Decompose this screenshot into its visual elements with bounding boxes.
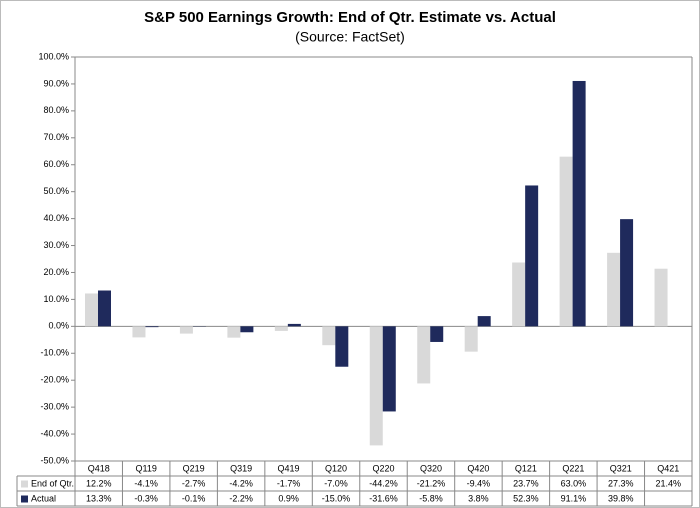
legend-key xyxy=(21,480,28,488)
y-tick-label: 10.0% xyxy=(43,294,69,304)
bar xyxy=(132,326,146,338)
table-value: -2.7% xyxy=(182,478,206,488)
bar xyxy=(240,326,254,333)
bar xyxy=(417,326,431,384)
table-value: 52.3% xyxy=(513,493,539,503)
table-value: -15.0% xyxy=(322,493,351,503)
x-tick-label: Q121 xyxy=(515,463,537,473)
x-tick-label: Q220 xyxy=(372,463,394,473)
bar xyxy=(525,185,539,327)
y-tick-label: 30.0% xyxy=(43,240,69,250)
y-tick-label: 80.0% xyxy=(43,105,69,115)
table-value: -1.7% xyxy=(277,478,301,488)
bar xyxy=(274,326,288,331)
table-value: -4.1% xyxy=(134,478,158,488)
y-tick-label: 60.0% xyxy=(43,159,69,169)
y-tick-label: 0.0% xyxy=(48,321,69,331)
x-tick-label: Q319 xyxy=(230,463,252,473)
y-tick-label: 70.0% xyxy=(43,132,69,142)
y-tick-label: 50.0% xyxy=(43,186,69,196)
y-tick-label: -20.0% xyxy=(40,375,69,385)
chart-title: S&P 500 Earnings Growth: End of Qtr. Est… xyxy=(144,9,556,26)
table-value: 0.9% xyxy=(278,493,299,503)
legend-label: Actual xyxy=(31,493,56,503)
y-tick-label: -50.0% xyxy=(40,455,69,465)
x-tick-label: Q221 xyxy=(562,463,584,473)
bar xyxy=(654,268,668,327)
bar xyxy=(430,326,444,342)
y-tick-label: 100.0% xyxy=(38,51,69,61)
y-tick-label: -40.0% xyxy=(40,428,69,438)
table-value: 21.4% xyxy=(656,478,682,488)
bar xyxy=(227,326,241,338)
bar xyxy=(179,326,193,334)
x-tick-label: Q219 xyxy=(183,463,205,473)
bar xyxy=(322,326,336,346)
table-value: -2.2% xyxy=(229,493,253,503)
bar xyxy=(572,80,586,327)
x-tick-label: Q421 xyxy=(657,463,679,473)
x-tick-label: Q321 xyxy=(610,463,632,473)
table-value: -0.3% xyxy=(134,493,158,503)
y-tick-label: 90.0% xyxy=(43,78,69,88)
table-value: 39.8% xyxy=(608,493,634,503)
x-tick-label: Q320 xyxy=(420,463,442,473)
table-value: 3.8% xyxy=(468,493,489,503)
y-tick-label: 40.0% xyxy=(43,213,69,223)
bar xyxy=(335,326,349,367)
bar xyxy=(382,326,396,412)
x-tick-label: Q120 xyxy=(325,463,347,473)
bar xyxy=(512,262,526,327)
x-tick-label: Q419 xyxy=(278,463,300,473)
table-value: -21.2% xyxy=(417,478,446,488)
y-tick-label: 20.0% xyxy=(43,267,69,277)
bar xyxy=(464,326,478,352)
bar xyxy=(620,219,634,327)
table-value: 13.3% xyxy=(86,493,112,503)
table-value: -0.1% xyxy=(182,493,206,503)
x-tick-label: Q420 xyxy=(467,463,489,473)
table-value: 27.3% xyxy=(608,478,634,488)
x-tick-label: Q119 xyxy=(136,463,157,473)
legend-key xyxy=(21,495,28,503)
table-value: -7.0% xyxy=(324,478,348,488)
table-value: 23.7% xyxy=(513,478,539,488)
y-tick-label: -10.0% xyxy=(40,348,69,358)
table-value: -9.4% xyxy=(467,478,491,488)
table-value: -44.2% xyxy=(369,478,398,488)
bar xyxy=(607,252,621,327)
table-value: 12.2% xyxy=(86,478,112,488)
table-value: -5.8% xyxy=(419,493,443,503)
bar xyxy=(85,293,98,327)
table-value: -4.2% xyxy=(229,478,253,488)
bar xyxy=(559,156,573,327)
table-value: -31.6% xyxy=(369,493,398,503)
bar xyxy=(98,290,111,327)
y-tick-label: -30.0% xyxy=(40,402,69,412)
bar xyxy=(477,316,491,327)
bar xyxy=(145,326,159,328)
bar xyxy=(287,323,301,327)
bar xyxy=(369,326,383,446)
legend-label: End of Qtr. xyxy=(31,478,74,488)
chart-subtitle: (Source: FactSet) xyxy=(295,29,405,45)
table-value: 63.0% xyxy=(561,478,587,488)
table-value: 91.1% xyxy=(561,493,587,503)
x-tick-label: Q418 xyxy=(88,463,110,473)
